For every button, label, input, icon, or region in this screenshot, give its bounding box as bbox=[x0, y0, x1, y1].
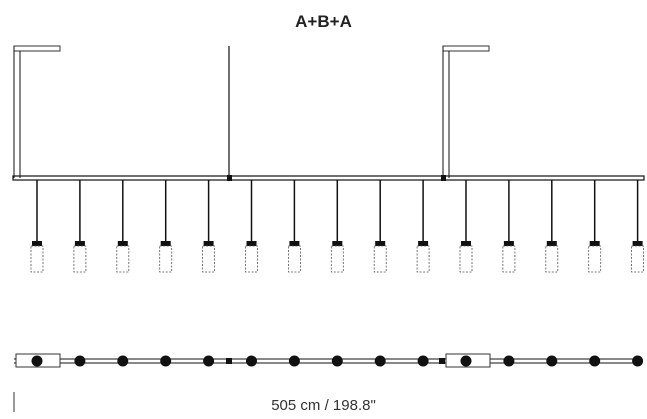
plan-joint-2 bbox=[439, 358, 445, 364]
pendant-cap bbox=[160, 241, 171, 246]
pendant-shade bbox=[330, 245, 344, 273]
pendant-cap bbox=[332, 241, 343, 246]
pendant-14 bbox=[588, 180, 602, 273]
pendant-shade bbox=[287, 245, 301, 273]
plan-pendant-3 bbox=[117, 355, 129, 367]
pendant-4 bbox=[159, 180, 173, 273]
pendant-shade bbox=[545, 245, 559, 273]
pendant-6 bbox=[245, 180, 258, 273]
dimension-label: 505 cm / 198.8" bbox=[271, 397, 376, 414]
plan-pendant-11 bbox=[460, 355, 472, 367]
pendant-12 bbox=[502, 180, 516, 273]
pendant-shade bbox=[588, 245, 602, 273]
diagram-title: A+B+A bbox=[295, 12, 352, 31]
pendant-group-elevation bbox=[30, 180, 644, 273]
pendant-cap bbox=[632, 241, 643, 246]
pendant-shade bbox=[159, 245, 173, 273]
pendant-7 bbox=[287, 180, 301, 273]
pendant-cap bbox=[203, 241, 214, 246]
rail-joint-2 bbox=[441, 175, 446, 181]
pendant-15 bbox=[631, 180, 644, 273]
pendant-group-plan bbox=[31, 355, 644, 367]
plan-pendant-8 bbox=[331, 355, 343, 367]
canopy-left bbox=[13, 45, 61, 52]
pendant-shade bbox=[416, 245, 430, 273]
pendant-cap bbox=[418, 241, 429, 246]
pendant-cap bbox=[589, 241, 600, 246]
horizontal-rail bbox=[12, 175, 645, 181]
plan-pendant-10 bbox=[417, 355, 429, 367]
pendant-10 bbox=[416, 180, 430, 273]
pendant-11 bbox=[459, 180, 473, 273]
rail-joint-1 bbox=[227, 175, 232, 181]
plan-pendant-4 bbox=[160, 355, 172, 367]
pendant-shade bbox=[116, 245, 130, 273]
elevation-view bbox=[12, 45, 645, 273]
pendant-13 bbox=[545, 180, 559, 273]
pendant-cap bbox=[117, 241, 128, 246]
pendant-shade bbox=[502, 245, 516, 273]
pendant-cap bbox=[289, 241, 300, 246]
plan-pendant-9 bbox=[374, 355, 386, 367]
plan-pendant-2 bbox=[74, 355, 86, 367]
pendant-3 bbox=[116, 180, 130, 273]
pendant-cap bbox=[246, 241, 257, 246]
pendant-cap bbox=[461, 241, 471, 246]
pendant-shade bbox=[631, 245, 644, 273]
pendant-1 bbox=[30, 180, 44, 273]
pendant-cap bbox=[74, 241, 85, 246]
pendant-shade bbox=[73, 245, 87, 273]
pendant-2 bbox=[73, 180, 87, 273]
plan-pendant-7 bbox=[288, 355, 300, 367]
plan-pendant-12 bbox=[503, 355, 515, 367]
pendant-shade bbox=[30, 245, 44, 273]
plan-pendant-15 bbox=[632, 355, 644, 367]
canopy-right bbox=[442, 45, 490, 52]
pendant-cap bbox=[546, 241, 557, 246]
pendant-8 bbox=[330, 180, 344, 273]
pendant-shade bbox=[245, 245, 258, 273]
plan-view bbox=[14, 353, 644, 368]
pendant-cap bbox=[32, 241, 42, 246]
pendant-shade bbox=[459, 245, 473, 273]
pendant-cap bbox=[375, 241, 386, 246]
pendant-shade bbox=[202, 245, 216, 273]
pendant-5 bbox=[202, 180, 216, 273]
plan-pendant-14 bbox=[589, 355, 601, 367]
pendant-9 bbox=[373, 180, 387, 273]
pendant-shade bbox=[373, 245, 387, 273]
plan-pendant-5 bbox=[203, 355, 215, 367]
plan-pendant-1 bbox=[31, 355, 43, 367]
pendant-cap bbox=[503, 241, 514, 246]
plan-pendant-13 bbox=[546, 355, 558, 367]
plan-pendant-6 bbox=[246, 355, 257, 367]
plan-joint-1 bbox=[226, 358, 232, 364]
